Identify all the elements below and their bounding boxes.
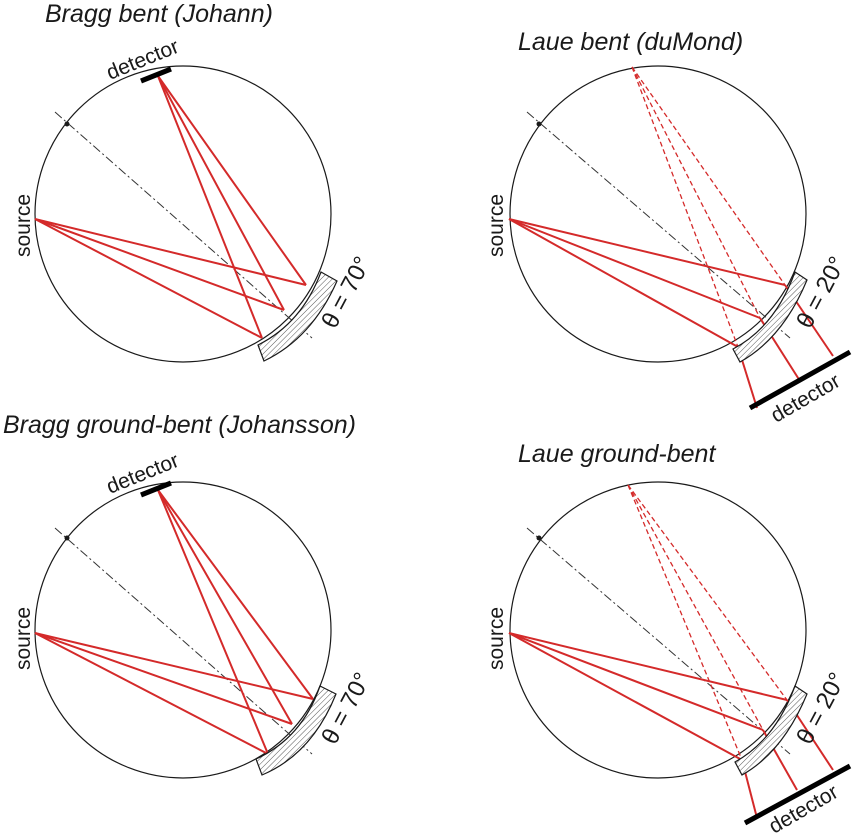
ray-group — [34, 489, 314, 755]
panel-title: Bragg bent (Johann) — [45, 0, 273, 28]
circle-center-dot — [536, 121, 542, 127]
ray — [508, 218, 739, 348]
ray — [157, 489, 293, 725]
crystal-normal-axis — [526, 111, 791, 339]
detector-bar — [743, 763, 852, 826]
source-label: source — [12, 607, 35, 670]
virtual-focus-ray — [627, 484, 764, 731]
detector-bar — [140, 480, 172, 498]
bent-crystal — [732, 271, 808, 363]
detector-bar — [748, 349, 852, 411]
ray — [34, 218, 307, 286]
ray — [508, 218, 761, 319]
panel-bragg-bent: Bragg bent (Johann) detector source θ = … — [12, 0, 376, 363]
ground-bent-crystal — [734, 685, 808, 776]
ground-bent-crystal — [255, 685, 337, 776]
ray — [508, 218, 786, 286]
virtual-ray-group — [631, 66, 786, 348]
virtual-focus-ray — [631, 66, 761, 319]
source-label: source — [485, 194, 508, 257]
source-label: source — [12, 194, 35, 257]
source-label: source — [485, 607, 508, 670]
ray — [34, 632, 293, 725]
circle-center-dot — [64, 535, 70, 541]
ray-group — [34, 75, 307, 339]
ray — [157, 489, 314, 700]
detector-label: detector — [103, 449, 182, 499]
virtual-focus-ray — [627, 484, 743, 761]
crystal-normal-axis — [54, 111, 313, 339]
panel-laue-ground-bent: Laue ground-bent detector source θ = 20° — [485, 440, 851, 837]
bent-crystal — [257, 271, 338, 362]
ray — [34, 632, 314, 700]
ray — [34, 632, 269, 755]
ray — [157, 75, 263, 339]
ray-group — [508, 218, 834, 409]
ray — [157, 75, 307, 286]
rowland-circle — [509, 65, 807, 363]
ray — [157, 75, 285, 311]
detector-label: detector — [103, 35, 182, 85]
virtual-focus-ray — [631, 66, 739, 348]
ray — [157, 489, 269, 755]
detector-bar — [140, 66, 172, 84]
ray — [508, 632, 764, 731]
panel-title: Laue ground-bent — [518, 440, 716, 468]
virtual-focus-ray — [631, 66, 786, 286]
circle-center-dot — [536, 535, 542, 541]
circle-center-dot — [64, 121, 70, 127]
panel-title: Bragg ground-bent (Johansson) — [3, 411, 356, 439]
panel-title: Laue bent (duMond) — [518, 28, 743, 56]
panel-laue-bent: Laue bent (duMond) detector source θ = 2… — [485, 28, 851, 427]
virtual-focus-ray — [627, 484, 788, 701]
rowland-circle — [34, 481, 332, 779]
ray — [508, 632, 743, 761]
ray — [34, 218, 263, 339]
ray — [508, 632, 788, 701]
rowland-circle — [509, 481, 807, 779]
crystal-normal-axis — [526, 527, 791, 755]
crystal-normal-axis — [54, 527, 313, 755]
rowland-circle — [34, 65, 332, 363]
ray — [34, 218, 285, 311]
panel-bragg-ground-bent: Bragg ground-bent (Johansson) detector s… — [3, 411, 376, 779]
